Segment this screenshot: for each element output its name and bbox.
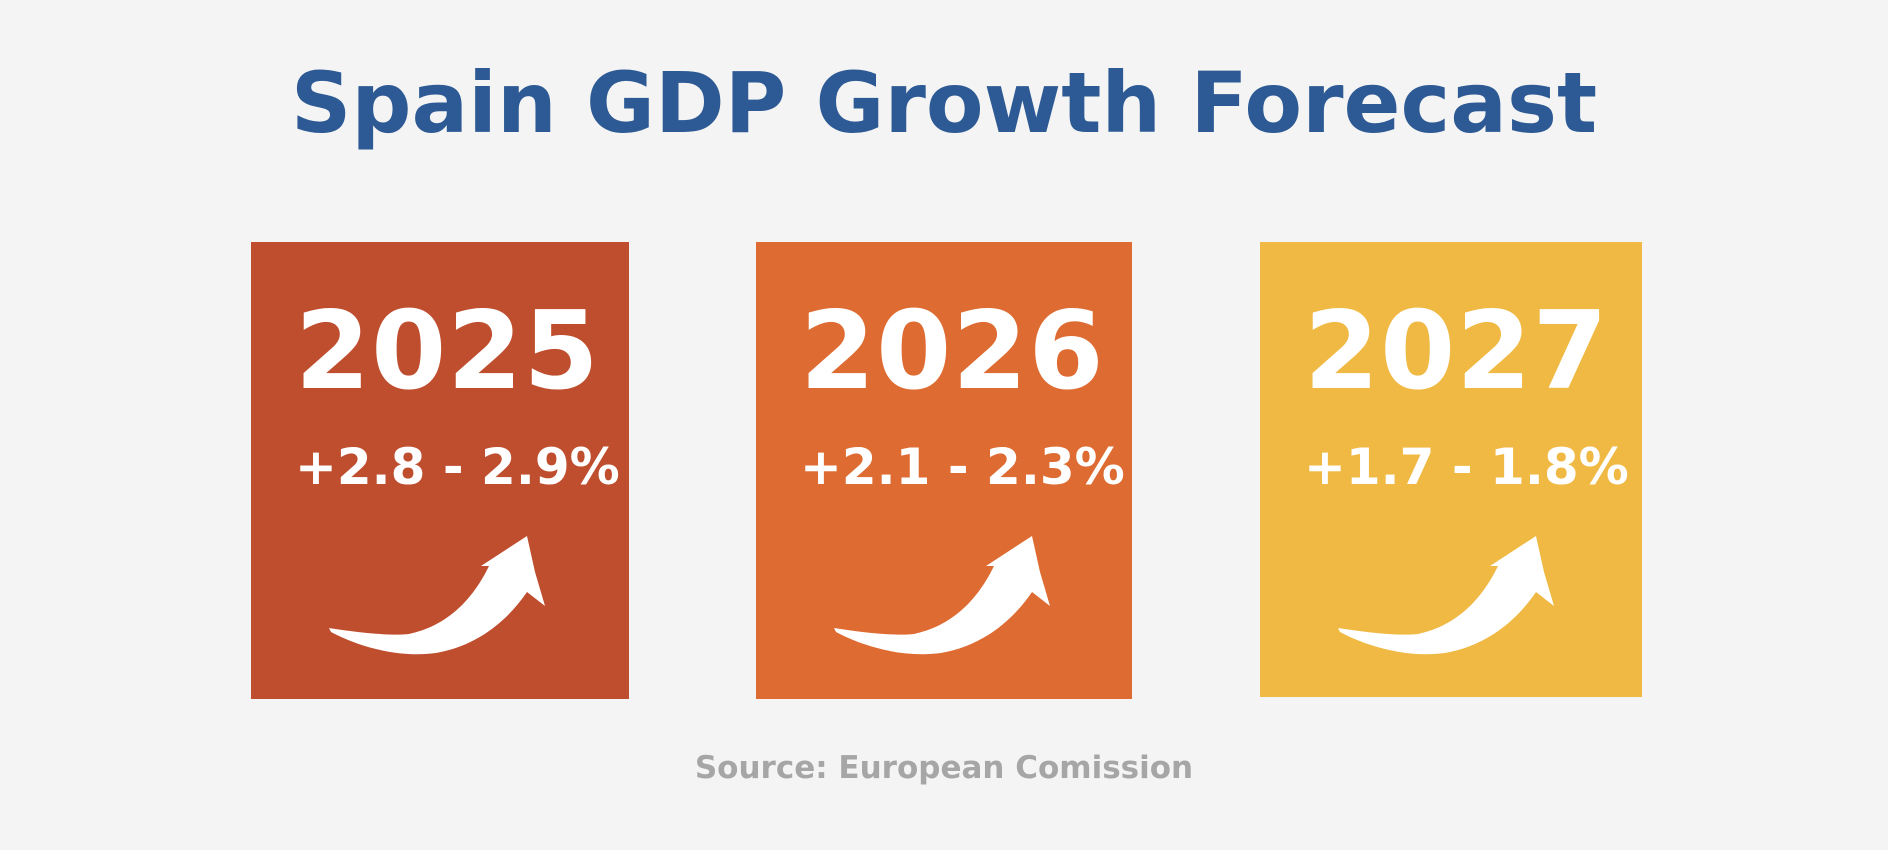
trend-up-arrow-icon bbox=[1338, 536, 1554, 655]
card-year: 2025 bbox=[295, 289, 600, 414]
trend-up-arrow-icon bbox=[329, 536, 545, 655]
card-year: 2027 bbox=[1304, 289, 1609, 414]
forecast-card-2027: 2027 +1.7 - 1.8% bbox=[1260, 242, 1642, 697]
card-growth-range: +2.1 - 2.3% bbox=[800, 438, 1125, 496]
card-year: 2026 bbox=[800, 289, 1105, 414]
trend-up-arrow-icon bbox=[834, 536, 1050, 655]
forecast-card-2025: 2025 +2.8 - 2.9% bbox=[251, 242, 629, 699]
page-title: Spain GDP Growth Forecast bbox=[290, 54, 1598, 152]
forecast-card-2026: 2026 +2.1 - 2.3% bbox=[756, 242, 1132, 699]
card-growth-range: +2.8 - 2.9% bbox=[295, 438, 620, 496]
source-caption: Source: European Comission bbox=[694, 750, 1194, 786]
card-growth-range: +1.7 - 1.8% bbox=[1304, 438, 1629, 496]
